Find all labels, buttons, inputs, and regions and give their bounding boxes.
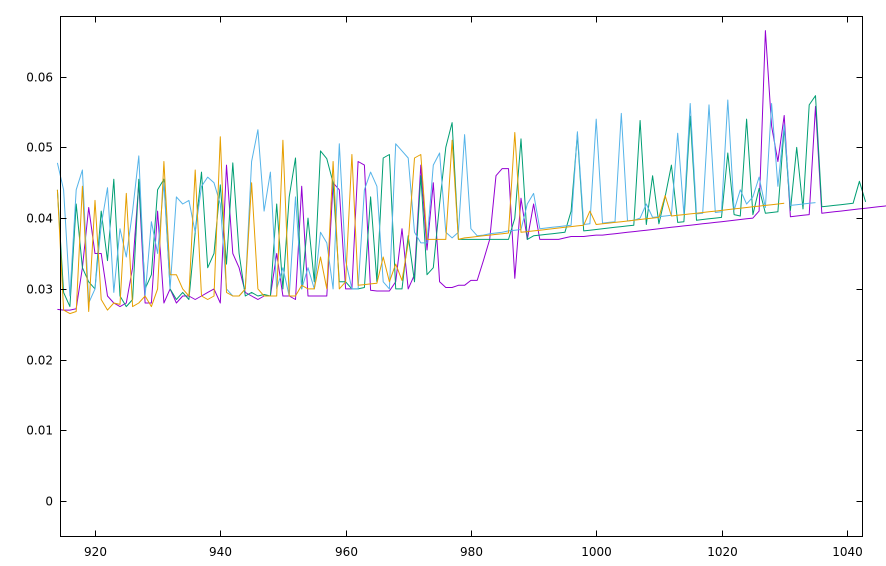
series-line-4 [56,132,785,315]
x-tick-label: 1020 [707,545,738,559]
y-tick-label: 0.06 [26,71,53,85]
x-tick-label: 980 [460,545,483,559]
y-tick-label: 0.05 [26,141,53,155]
x-tick-label: 960 [335,545,358,559]
y-tick-label: 0 [45,495,53,509]
y-tick-label: 0.02 [26,354,53,368]
x-tick-label: 920 [84,545,107,559]
y-tick-label: 0.04 [26,212,53,226]
y-tick-label: 0.01 [26,424,53,438]
plot-frame [60,16,863,537]
y-axis: 0 0.01 0.02 0.03 0.04 0.05 0.06 [26,71,863,509]
x-tick-label: 1000 [581,545,612,559]
x-axis: 920 940 960 980 1000 1020 1040 [84,16,863,559]
x-tick-label: 940 [209,545,232,559]
series-layer [56,30,886,315]
x-tick-label: 1040 [832,545,863,559]
series-line-3 [56,99,816,304]
y-tick-label: 0.03 [26,283,53,297]
series-line-1 [57,30,886,311]
series-line-2 [56,95,867,308]
